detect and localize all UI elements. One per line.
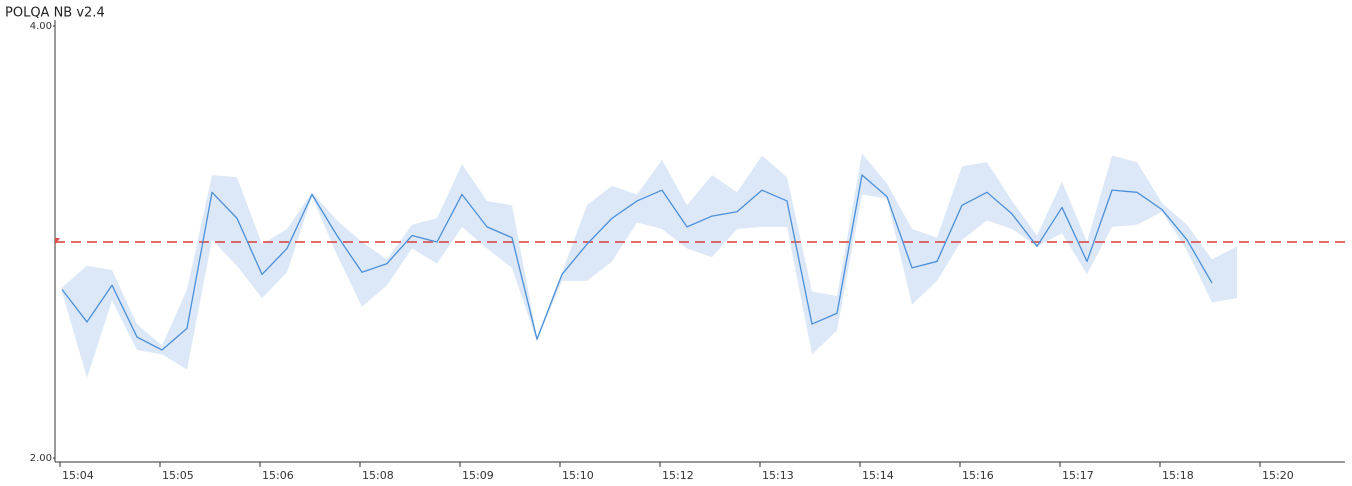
y-tick-label: 2.00: [30, 453, 52, 464]
x-tick-label: 15:12: [662, 469, 694, 482]
x-tick-label: 15:04: [62, 469, 94, 482]
x-tick-label: 15:10: [562, 469, 594, 482]
x-tick-label: 15:16: [962, 469, 994, 482]
chart-title: POLQA NB v2.4: [5, 6, 105, 21]
x-tick-label: 15:06: [262, 469, 294, 482]
confidence-band: [62, 153, 1237, 379]
x-tick-label: 15:18: [1162, 469, 1194, 482]
x-tick-label: 15:13: [762, 469, 794, 482]
x-tick-label: 15:14: [862, 469, 894, 482]
y-tick-label: 4.00: [30, 21, 52, 32]
x-tick-label: 15:09: [462, 469, 494, 482]
x-tick-label: 15:08: [362, 469, 394, 482]
x-tick-label: 15:17: [1062, 469, 1094, 482]
x-tick-label: 15:05: [162, 469, 194, 482]
x-tick-label: 15:20: [1262, 469, 1294, 482]
threshold-marker: [55, 238, 60, 245]
series-line: [61, 174, 1213, 351]
